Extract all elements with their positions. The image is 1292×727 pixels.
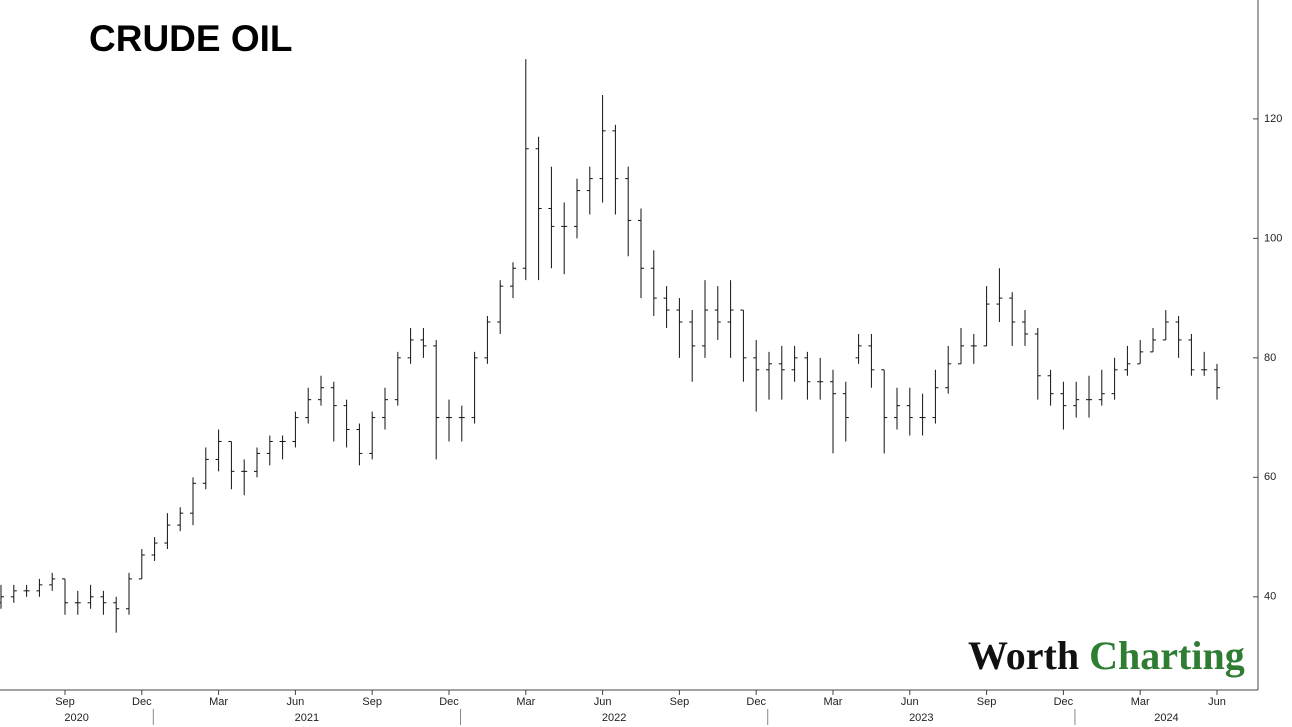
watermark-word: Worth [968, 633, 1079, 678]
x-tick-label: Dec [746, 696, 766, 708]
x-tick-label: Sep [55, 696, 75, 708]
chart-title: CRUDE OIL [89, 18, 293, 59]
x-tick-label: Sep [670, 696, 690, 708]
x-tick-label: Mar [824, 696, 843, 708]
year-label: 2020 [64, 712, 88, 724]
x-tick-label: Jun [287, 696, 305, 708]
x-tick-label: Mar [1131, 696, 1150, 708]
watermark: Worth Charting [968, 633, 1245, 678]
y-tick-label: 120 [1264, 113, 1282, 125]
x-tick-label: Sep [362, 696, 382, 708]
y-tick-label: 80 [1264, 352, 1276, 364]
x-tick-label: Jun [1208, 696, 1226, 708]
year-label: 2022 [602, 712, 626, 724]
x-tick-label: Dec [132, 696, 152, 708]
year-label: 2024 [1154, 712, 1178, 724]
y-tick-label: 60 [1264, 471, 1276, 483]
year-label: 2023 [909, 712, 933, 724]
x-tick-label: Jun [594, 696, 612, 708]
y-tick-label: 100 [1264, 232, 1282, 244]
x-tick-label: Mar [209, 696, 228, 708]
x-tick-label: Sep [977, 696, 997, 708]
watermark-word: Charting [1089, 633, 1245, 678]
x-tick-label: Dec [439, 696, 459, 708]
year-label: 2021 [295, 712, 319, 724]
y-tick-label: 40 [1264, 591, 1276, 603]
x-tick-label: Jun [901, 696, 919, 708]
x-tick-label: Dec [1054, 696, 1074, 708]
x-tick-label: Mar [516, 696, 535, 708]
